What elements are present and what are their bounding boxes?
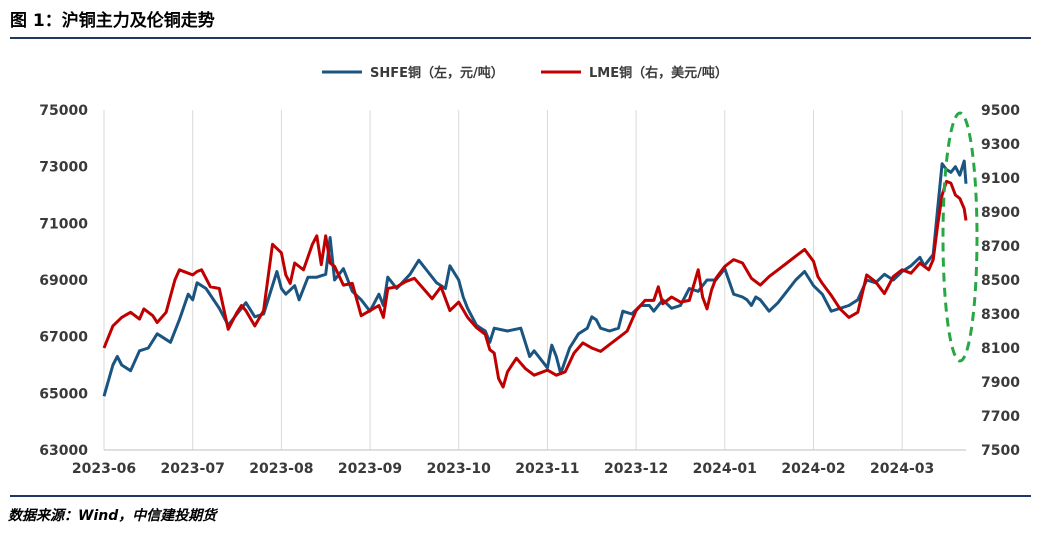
y-right-tick-label: 9500 xyxy=(981,103,1020,119)
x-tick-label: 2023-12 xyxy=(604,461,668,477)
y-left-tick-label: 63000 xyxy=(39,443,88,459)
x-tick-label: 2023-10 xyxy=(427,461,492,477)
x-tick-label: 2024-03 xyxy=(870,461,934,477)
top-rule xyxy=(10,37,1031,39)
bottom-rule xyxy=(10,495,1031,497)
x-tick-label: 2023-06 xyxy=(72,461,136,477)
figure-title: 图 1：沪铜主力及伦铜走势 xyxy=(10,11,215,31)
y-right-tick-label: 8500 xyxy=(981,273,1020,289)
y-left-tick-label: 73000 xyxy=(39,160,88,176)
x-tick-label: 2024-02 xyxy=(781,461,845,477)
lme-series-line xyxy=(102,179,968,389)
y-right-tick-label: 7500 xyxy=(981,443,1020,459)
source-note: 数据来源：Wind，中信建投期货 xyxy=(8,508,217,524)
y-left-tick-label: 67000 xyxy=(39,330,88,346)
y-right-tick-label: 9100 xyxy=(981,171,1020,187)
legend-label-shfe: SHFE铜（左，元/吨） xyxy=(370,65,504,81)
legend-label-lme: LME铜（右，美元/吨） xyxy=(589,65,728,81)
y-left-tick-label: 65000 xyxy=(39,386,88,402)
y-left-tick-label: 71000 xyxy=(39,216,88,232)
y-right-tick-label: 7700 xyxy=(981,409,1020,425)
shfe-series-line xyxy=(102,159,968,397)
y-left-tick-label: 69000 xyxy=(39,273,88,289)
y-left-tick-label: 75000 xyxy=(39,103,88,119)
y-right-tick-label: 8700 xyxy=(981,239,1020,255)
x-tick-label: 2023-11 xyxy=(515,461,579,477)
highlight-ellipse xyxy=(941,111,979,363)
y-right-tick-label: 8100 xyxy=(981,341,1020,357)
y-right-tick-label: 8900 xyxy=(981,205,1020,221)
x-tick-label: 2023-07 xyxy=(161,461,225,477)
y-right-tick-label: 9300 xyxy=(981,137,1020,153)
x-tick-label: 2024-01 xyxy=(693,461,757,477)
y-right-tick-label: 7900 xyxy=(981,375,1020,391)
x-tick-label: 2023-08 xyxy=(249,461,313,477)
y-right-tick-label: 8300 xyxy=(981,307,1020,323)
x-tick-label: 2023-09 xyxy=(338,461,402,477)
